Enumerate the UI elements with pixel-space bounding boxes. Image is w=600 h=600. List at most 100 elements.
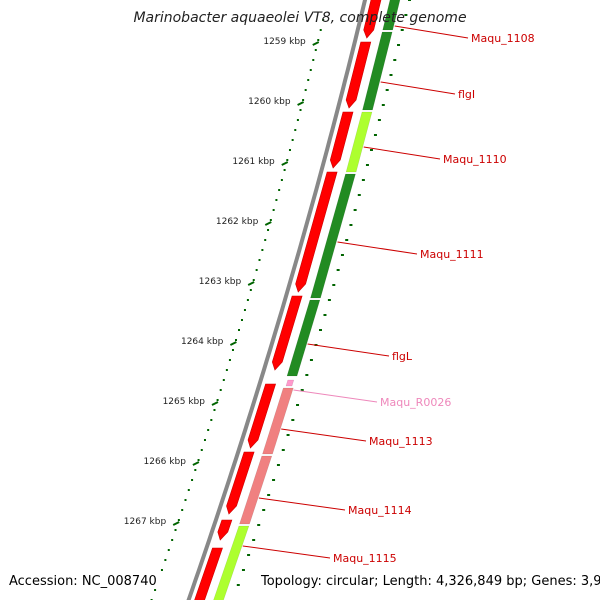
- forward-cds-arrow-0: [363, 0, 382, 39]
- tick-dot: [160, 569, 163, 571]
- label-connector: [363, 146, 441, 160]
- tick-dot: [246, 299, 249, 301]
- tick-dot: [272, 209, 275, 211]
- feature-block-5: [285, 379, 295, 387]
- forward-cds-arrow-7: [217, 519, 233, 541]
- tick-label: 1267 kbp: [124, 517, 167, 527]
- tick-dot: [294, 129, 297, 131]
- tick-dot: [154, 589, 157, 591]
- tick-dot: [319, 29, 322, 31]
- feature-block-6: [262, 387, 294, 455]
- tick-dot: [312, 59, 315, 61]
- tick-label: 1266 kbp: [144, 457, 187, 467]
- major-tick: [211, 401, 219, 406]
- tick-dot: [322, 19, 325, 21]
- tick-dot: [213, 409, 216, 411]
- major-tick: [172, 521, 180, 526]
- tick-dot: [216, 399, 219, 401]
- tick-label: 1265 kbp: [163, 397, 206, 407]
- tick-dot: [252, 279, 255, 281]
- tick-dot: [177, 519, 180, 521]
- topology-text: Topology: circular; Length: 4,326,849 bp…: [261, 574, 600, 589]
- feature-tracks: [186, 0, 411, 600]
- tick-dot: [275, 199, 278, 201]
- tick-dot: [317, 39, 320, 41]
- tick-dot: [228, 359, 231, 361]
- forward-cds-arrow-4: [271, 295, 303, 371]
- feature-block-1: [362, 31, 393, 111]
- forward-cds-arrow-6: [226, 451, 255, 515]
- label-connector: [242, 545, 331, 559]
- feature-block-3: [310, 173, 356, 299]
- major-tick: [297, 101, 305, 106]
- tick-dot: [302, 99, 305, 101]
- feature-block-8: [213, 525, 250, 600]
- tick-dot: [194, 469, 197, 471]
- tick-dot: [283, 169, 286, 171]
- major-tick: [312, 41, 320, 46]
- forward-cds-arrow-3: [295, 171, 338, 293]
- tick-dot: [225, 369, 228, 371]
- tick-dot: [184, 499, 187, 501]
- forward-cds-arrow-1: [345, 41, 372, 109]
- tick-dot: [207, 429, 210, 431]
- tick-dot: [200, 449, 203, 451]
- tick-dot: [231, 349, 234, 351]
- label-connector: [380, 81, 456, 95]
- tick-label: 1260 kbp: [248, 97, 291, 107]
- feature-label: Maqu_1110: [443, 153, 507, 166]
- tick-dot: [181, 509, 184, 511]
- tick-dot: [314, 49, 317, 51]
- tick-label: 1259 kbp: [263, 37, 306, 47]
- feature-label: flgI: [458, 88, 475, 101]
- tick-dot: [164, 559, 167, 561]
- feature-label: Maqu_R0026: [380, 396, 451, 409]
- major-tick: [281, 161, 289, 166]
- tick-dot: [304, 89, 307, 91]
- tick-dot: [203, 439, 206, 441]
- tick-label: 1264 kbp: [181, 337, 224, 347]
- tick-dot: [255, 269, 258, 271]
- label-connector: [307, 343, 390, 357]
- label-connector: [337, 241, 418, 255]
- label-connector: [281, 428, 367, 442]
- tick-dot: [243, 309, 246, 311]
- tick-dot: [258, 259, 261, 261]
- forward-cds-arrow-8: [194, 547, 223, 600]
- feature-label: Maqu_1113: [369, 435, 433, 448]
- tick-label: 1261 kbp: [232, 157, 275, 167]
- feature-block-7: [239, 455, 273, 525]
- tick-dot: [261, 249, 264, 251]
- tick-dot: [296, 119, 299, 121]
- feature-block-2: [345, 111, 373, 173]
- tick-dot: [280, 179, 283, 181]
- feature-block-0: [382, 0, 401, 31]
- tick-dot: [191, 479, 194, 481]
- tick-dot: [197, 459, 200, 461]
- feature-label: Maqu_1115: [333, 552, 397, 565]
- feature-label: Maqu_1111: [420, 248, 484, 261]
- major-tick: [229, 341, 237, 346]
- tick-dot: [187, 489, 190, 491]
- tick-dot: [307, 79, 310, 81]
- tick-dot: [267, 229, 270, 231]
- tick-dot: [210, 419, 213, 421]
- accession-text: Accession: NC_008740: [9, 574, 161, 589]
- tick-dot: [264, 239, 267, 241]
- tick-label: 1263 kbp: [199, 277, 242, 287]
- tick-dot: [167, 549, 170, 551]
- tick-dot: [240, 319, 243, 321]
- tick-dot: [171, 539, 174, 541]
- backbone-line: [186, 0, 368, 600]
- tick-dot: [286, 159, 289, 161]
- tick-dot: [288, 149, 291, 151]
- tick-dot: [174, 529, 177, 531]
- map-title: Marinobacter aquaeolei VT8, complete gen…: [133, 10, 467, 26]
- feature-label: flgL: [392, 350, 413, 363]
- label-connector: [293, 389, 378, 403]
- label-connector: [258, 497, 346, 511]
- tick-dot: [234, 339, 237, 341]
- tick-dot: [299, 109, 302, 111]
- tick-dot: [291, 139, 294, 141]
- tick-dot: [237, 329, 240, 331]
